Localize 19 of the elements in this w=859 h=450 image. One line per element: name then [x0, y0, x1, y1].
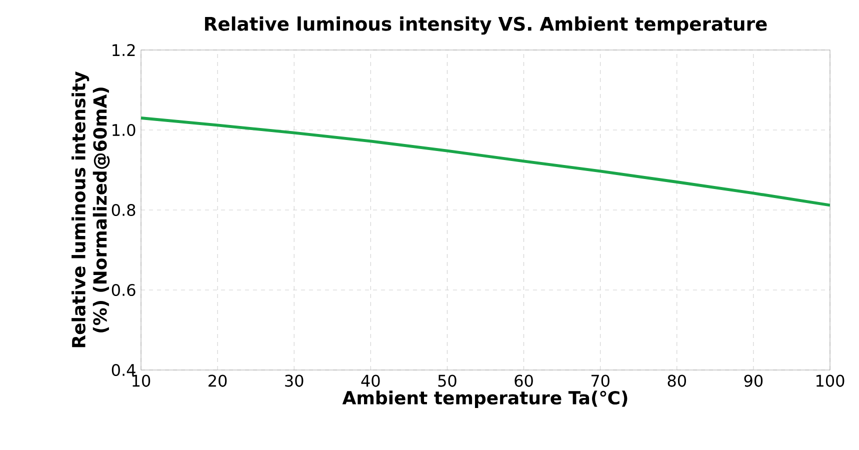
y-tick-label: 1.0 — [112, 124, 136, 136]
x-tick-label: 90 — [744, 374, 763, 387]
x-tick-label: 100 — [816, 374, 844, 387]
x-tick-label: 30 — [285, 374, 304, 387]
y-tick-label: 0.8 — [112, 204, 136, 216]
line-series — [141, 116, 830, 207]
x-tick-label: 10 — [132, 374, 150, 387]
y-axis-title: Relative luminous intensity (%) (Normalized@60mA) — [72, 72, 110, 348]
x-tick-label: 20 — [208, 374, 227, 387]
chart-title: Relative luminous intensity VS. Ambient temperature — [205, 16, 767, 35]
x-axis-title: Ambient temperature Ta(℃) — [342, 390, 628, 408]
x-tick-label: 50 — [438, 374, 456, 387]
y-tick-label: 1.2 — [112, 44, 135, 56]
y-tick-label: 0.4 — [112, 364, 136, 376]
x-tick-label: 60 — [514, 374, 533, 387]
x-tick-label: 70 — [591, 374, 610, 387]
x-tick-label: 80 — [668, 374, 686, 387]
x-tick-label: 40 — [361, 374, 380, 387]
y-tick-label: 0.6 — [112, 284, 136, 296]
